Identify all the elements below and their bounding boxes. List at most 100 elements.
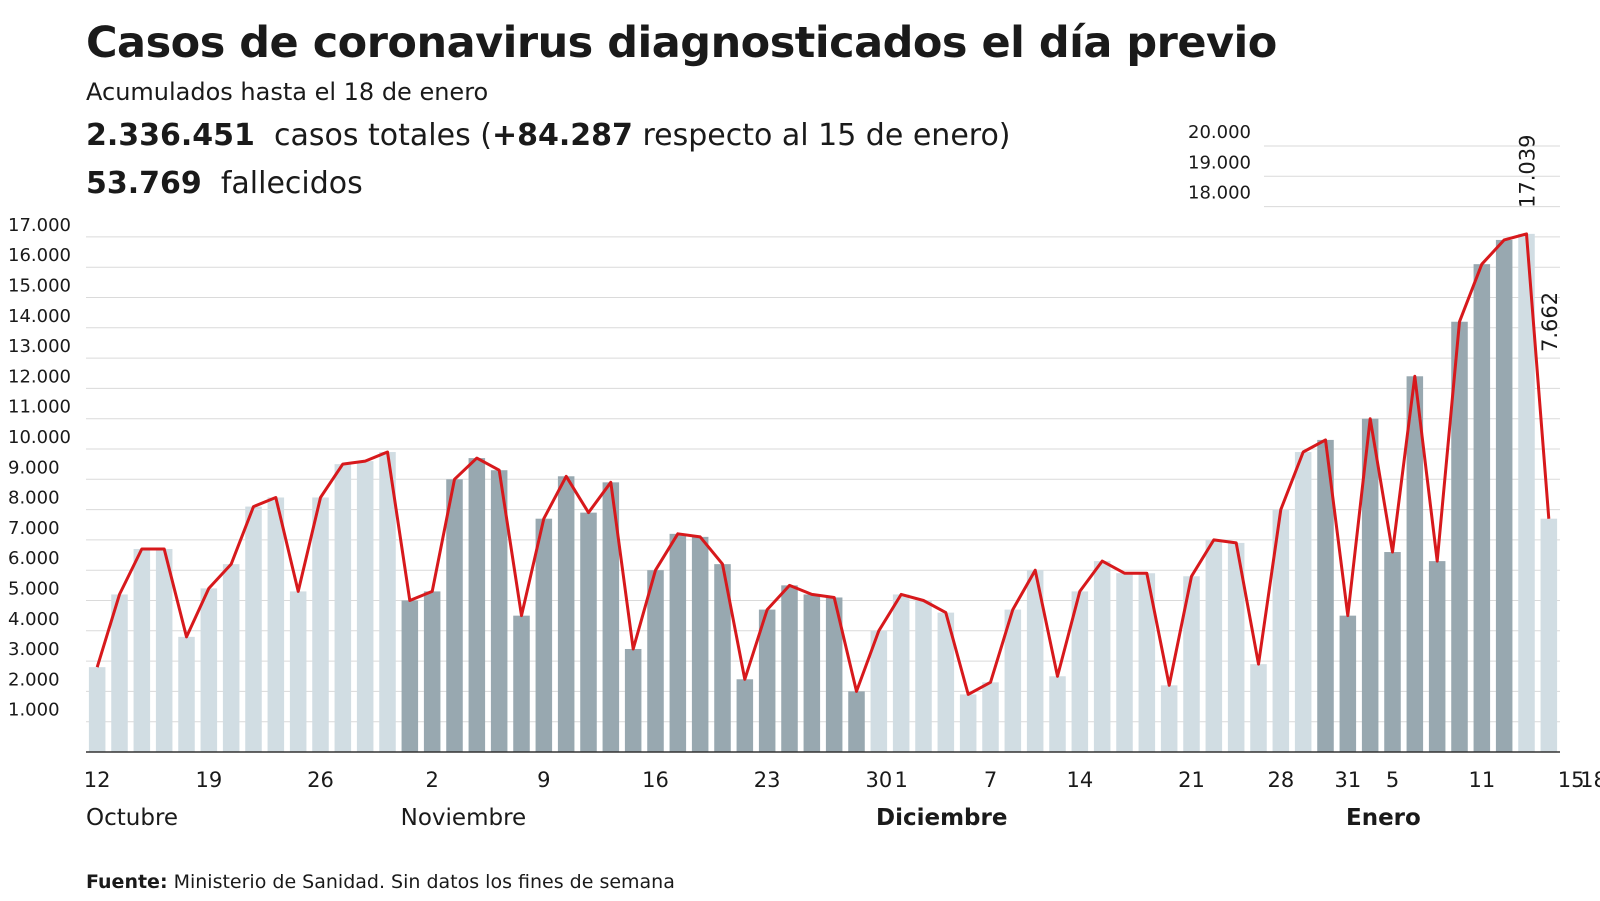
bar: [1227, 542, 1245, 752]
x-tick-label: 21: [1178, 768, 1205, 792]
bar: [1116, 573, 1133, 752]
x-tick-label: 12: [84, 768, 111, 792]
y-tick-label: 16.000: [8, 245, 71, 266]
bar: [379, 452, 396, 752]
y-tick-label: 5.000: [8, 579, 60, 600]
value-annotation: 17.039: [1516, 135, 1540, 208]
x-tick-label: 11: [1468, 768, 1495, 792]
x-tick-label: 7: [984, 768, 997, 792]
bar: [1026, 570, 1044, 752]
x-tick-label: 16: [642, 768, 669, 792]
y-tick-label: 11.000: [8, 397, 71, 418]
bar: [155, 548, 173, 752]
bar: [1384, 552, 1401, 752]
bar: [423, 591, 441, 752]
source-footer: Fuente: Ministerio de Sanidad. Sin datos…: [86, 871, 675, 893]
chart-subtitle: Acumulados hasta el 18 de enero: [86, 78, 489, 106]
bar: [781, 585, 798, 752]
y-tick-label: 4.000: [8, 609, 60, 630]
deaths-line: 53.769 fallecidos: [86, 166, 363, 201]
bar: [915, 600, 932, 752]
bar: [1093, 561, 1111, 752]
source-text: Ministerio de Sanidad. Sin datos los fin…: [173, 871, 675, 893]
y-tick-label: 10.000: [8, 427, 71, 448]
bar: [959, 694, 977, 752]
x-tick-label: 23: [754, 768, 781, 792]
bar: [490, 470, 508, 752]
bar: [982, 682, 999, 752]
deaths-label: fallecidos: [220, 166, 363, 201]
y-tick-label: 19.000: [1188, 152, 1251, 173]
bar: [647, 570, 664, 752]
bar: [1294, 452, 1312, 752]
bar: [88, 667, 106, 752]
bar: [1004, 609, 1022, 752]
bar: [222, 564, 240, 752]
bar: [446, 479, 463, 752]
y-tick-label: 6.000: [8, 548, 60, 569]
y-tick-label: 8.000: [8, 488, 60, 509]
y-tick-label: 2.000: [8, 669, 60, 690]
chart-title: Casos de coronavirus diagnosticados el d…: [86, 18, 1277, 68]
y-tick-label: 7.000: [8, 518, 60, 539]
bar: [133, 548, 151, 752]
bar: [825, 597, 843, 752]
bar: [557, 476, 575, 752]
month-label: Octubre: [86, 805, 178, 831]
x-tick-label: 30: [865, 768, 892, 792]
y-tick-label: 3.000: [8, 639, 60, 660]
bar: [1205, 539, 1223, 752]
bar: [312, 497, 329, 752]
y-tick-label: 14.000: [8, 306, 71, 327]
total-change-value: +84.287: [491, 118, 633, 153]
bar: [1160, 685, 1178, 752]
bar: [200, 588, 218, 752]
trend-line: [95, 232, 1551, 696]
bar: [1250, 664, 1267, 752]
bar: [245, 506, 262, 752]
bar: [1183, 576, 1200, 752]
deaths-value: 53.769: [86, 166, 202, 201]
x-tick-label: 5: [1386, 768, 1399, 792]
bar: [111, 594, 128, 752]
total-change-rest: respecto al 15 de enero): [642, 118, 1011, 153]
x-tick-label: 14: [1066, 768, 1093, 792]
bar: [803, 594, 821, 752]
total-cases-value: 2.336.451: [86, 118, 255, 153]
bar: [1473, 264, 1491, 752]
bar: [1339, 615, 1357, 752]
bar: [870, 630, 888, 752]
x-tick-label: 18: [1580, 768, 1600, 792]
bar: [937, 612, 955, 752]
x-tick-label: 31: [1334, 768, 1361, 792]
y-tick-label: 15.000: [8, 276, 71, 297]
x-tick-label: 26: [307, 768, 334, 792]
bar: [513, 615, 530, 752]
x-tick-label: 15: [1558, 768, 1585, 792]
x-tick-label: 9: [537, 768, 550, 792]
bar: [1406, 376, 1424, 752]
bar: [1272, 509, 1290, 752]
bar: [1071, 591, 1089, 752]
bar: [267, 497, 285, 752]
bar: [1361, 418, 1379, 752]
source-label: Fuente:: [86, 871, 168, 893]
month-label: Noviembre: [401, 805, 527, 831]
bar: [1540, 518, 1558, 752]
bar: [624, 648, 642, 752]
y-tick-label: 9.000: [8, 457, 60, 478]
bar: [758, 609, 776, 752]
total-cases-line: 2.336.451 casos totales (+84.287 respect…: [86, 118, 1011, 153]
bar: [1518, 233, 1535, 752]
bar: [1138, 573, 1156, 752]
bar: [535, 518, 553, 752]
bar: [468, 458, 486, 752]
y-tick-label: 18.000: [1188, 183, 1251, 204]
bar: [1428, 561, 1446, 752]
x-tick-label: 1: [894, 768, 907, 792]
bar: [1317, 439, 1334, 752]
bar: [580, 512, 597, 752]
y-tick-label: 13.000: [8, 336, 71, 357]
bar: [1451, 321, 1468, 752]
